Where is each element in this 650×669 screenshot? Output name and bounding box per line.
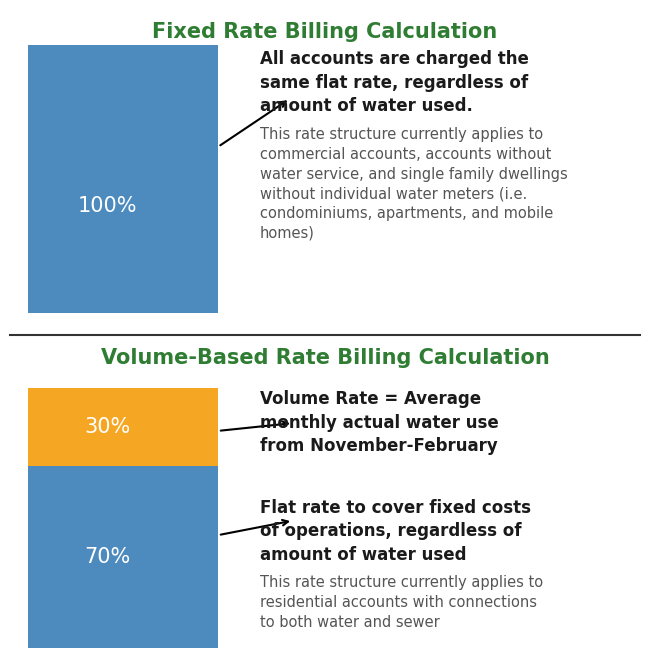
Text: Flat rate to cover fixed costs
of operations, regardless of
amount of water used: Flat rate to cover fixed costs of operat… [260, 499, 531, 564]
Text: Volume Rate = Average
monthly actual water use
from November-February: Volume Rate = Average monthly actual wat… [260, 390, 499, 455]
Bar [28, 388, 218, 466]
Text: This rate structure currently applies to
residential accounts with connections
t: This rate structure currently applies to… [260, 575, 543, 630]
Text: This rate structure currently applies to
commercial accounts, accounts without
w: This rate structure currently applies to… [260, 127, 567, 241]
Text: Fixed Rate Billing Calculation: Fixed Rate Billing Calculation [152, 22, 498, 42]
Text: 70%: 70% [84, 547, 131, 567]
Bar [28, 466, 218, 648]
Text: Volume-Based Rate Billing Calculation: Volume-Based Rate Billing Calculation [101, 348, 549, 368]
Text: All accounts are charged the
same flat rate, regardless of
amount of water used.: All accounts are charged the same flat r… [260, 50, 529, 115]
Text: 100%: 100% [78, 196, 138, 216]
Bar [28, 45, 218, 313]
Text: 30%: 30% [84, 417, 131, 437]
